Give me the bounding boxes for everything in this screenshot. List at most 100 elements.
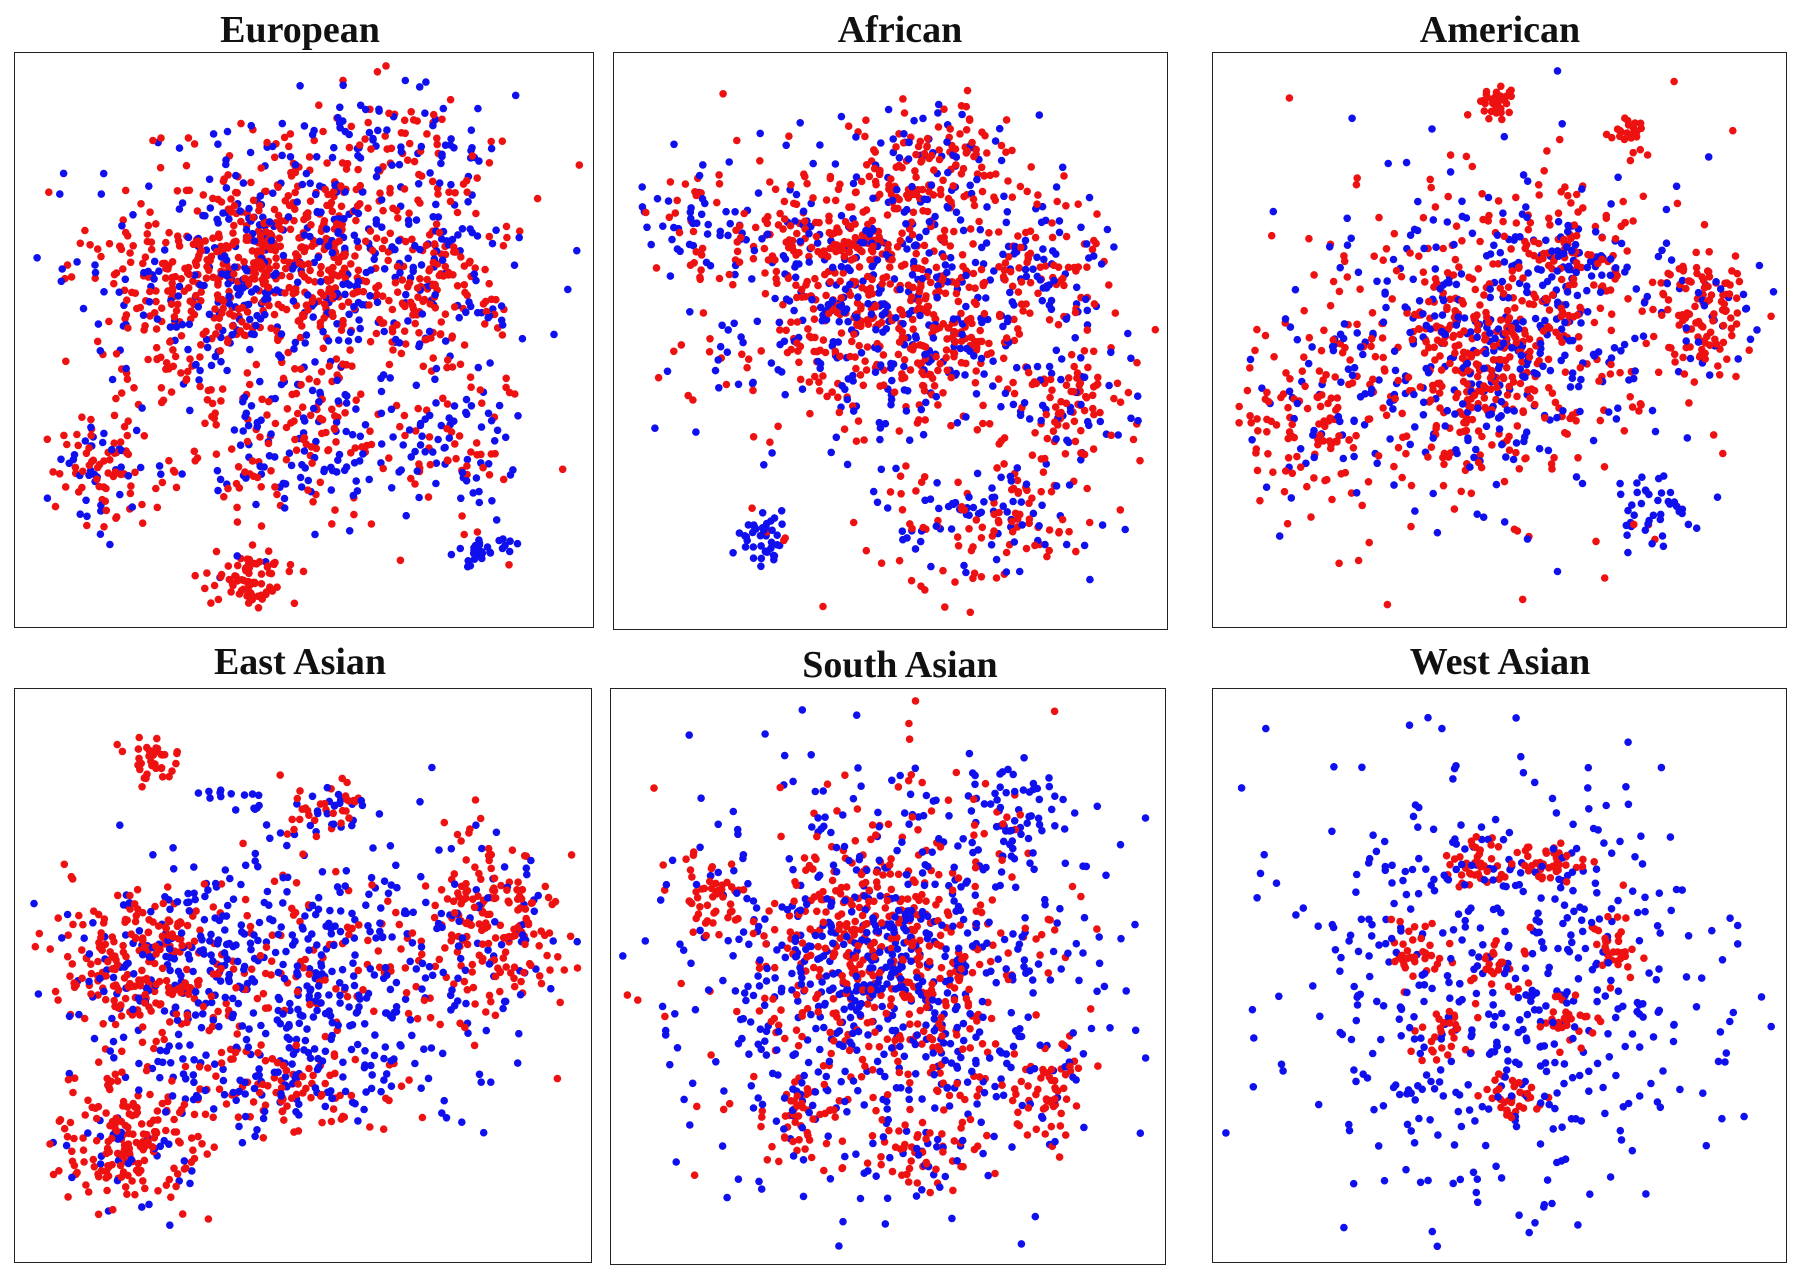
scatter-point-blue [278,119,287,128]
scatter-point-red [156,163,165,172]
scatter-point-red [231,572,239,580]
scatter-point-red [985,420,994,428]
scatter-point-red [771,256,779,264]
scatter-point-blue [916,311,924,320]
scatter-point-blue [573,937,581,946]
scatter-point-blue [515,233,523,242]
scatter-point-blue [462,308,470,317]
scatter-point-red [372,284,380,292]
scatter-point-blue [358,188,367,196]
scatter-point-red [930,382,939,390]
scatter-point-red [1246,364,1254,372]
scatter-point-red [286,272,294,281]
scatter-point-red [93,475,101,484]
scatter-point-red [375,315,384,324]
scatter-point-blue [121,931,130,939]
scatter-point-blue [467,126,476,134]
scatter-point-red [419,362,428,371]
scatter-point-blue [1052,346,1061,355]
scatter-point-red [284,348,293,357]
scatter-point-red [935,155,944,164]
scatter-point-red [851,220,859,228]
scatter-point-red [801,172,809,181]
scatter-point-blue [1081,295,1090,304]
scatter-point-red [1719,338,1728,347]
scatter-point-red [1070,417,1079,426]
scatter-point-blue [1616,479,1624,488]
scatter-point-red [733,247,742,256]
scatter-point-red [372,329,381,338]
scatter-point-red [1664,296,1673,304]
scatter-point-red [805,252,813,261]
scatter-point-blue [468,144,476,152]
scatter-point-blue [279,251,288,260]
scatter-point-blue [1429,434,1437,442]
scatter-point-blue [230,263,239,271]
scatter-point-blue [898,527,907,535]
scatter-point-blue [773,531,781,539]
scatter-point-blue [192,360,200,369]
scatter-point-blue [731,270,739,279]
scatter-point-red [1374,452,1383,460]
scatter-point-red [243,308,252,316]
scatter-point-red [915,304,923,312]
scatter-point-red [401,340,410,348]
scatter-point-red [481,320,489,328]
scatter-point-red [831,347,840,356]
scatter-point-blue [1523,288,1531,297]
scatter-point-blue [342,399,351,407]
scatter-point-blue [1516,365,1525,373]
scatter-point-blue [1561,351,1569,360]
scatter-point-red [204,1215,213,1223]
scatter-point-red [835,408,844,417]
scatter-point-blue [477,423,486,431]
scatter-point-blue [157,470,165,479]
scatter-point-blue [166,323,175,331]
scatter-point-red [719,90,727,98]
scatter-point-red [139,259,147,268]
scatter-point-red [1326,414,1334,422]
scatter-point-red [1008,193,1017,201]
scatter-point-red [1383,600,1392,609]
scatter-point-red [1049,427,1058,436]
scatter-point-red [749,386,757,395]
scatter-point-blue [408,1031,416,1040]
scatter-point-blue [1436,285,1444,293]
scatter-point-red [1489,260,1497,268]
scatter-point-red [1505,314,1514,322]
scatter-point-blue [725,158,733,166]
scatter-point-blue [315,237,324,246]
scatter-point-red [461,288,469,297]
scatter-point-blue [1343,214,1351,223]
scatter-point-blue [82,496,90,505]
scatter-point-red [212,330,220,338]
scatter-point-blue [997,473,1005,482]
scatter-point-blue [437,235,446,243]
scatter-point-red [366,427,374,436]
scatter-point-blue [962,302,970,311]
scatter-point-red [1654,368,1663,377]
scatter-point-red [273,583,281,591]
scatter-point-red [895,338,904,346]
scatter-point-red [172,483,181,492]
scatter-point-blue [892,464,900,473]
scatter-point-red [472,209,480,218]
scatter-point-blue [832,433,841,442]
scatter-point-red [997,437,1005,445]
scatter-point-red [713,198,721,207]
scatter-point-red [331,412,339,420]
scatter-point-red [1353,174,1361,182]
scatter-point-red [909,325,917,334]
scatter-point-blue [1563,288,1572,296]
scatter-point-blue [1339,334,1348,343]
scatter-point-red [1107,431,1115,440]
scatter-point-red [1464,367,1472,375]
scatter-point-red [1489,107,1497,115]
scatter-point-red [934,401,942,409]
scatter-point-red [192,261,201,270]
scatter-point-red [227,195,235,203]
scatter-point-red [1325,437,1334,445]
scatter-point-blue [271,394,280,403]
scatter-point-red [153,355,161,364]
scatter-point-red [927,151,936,160]
